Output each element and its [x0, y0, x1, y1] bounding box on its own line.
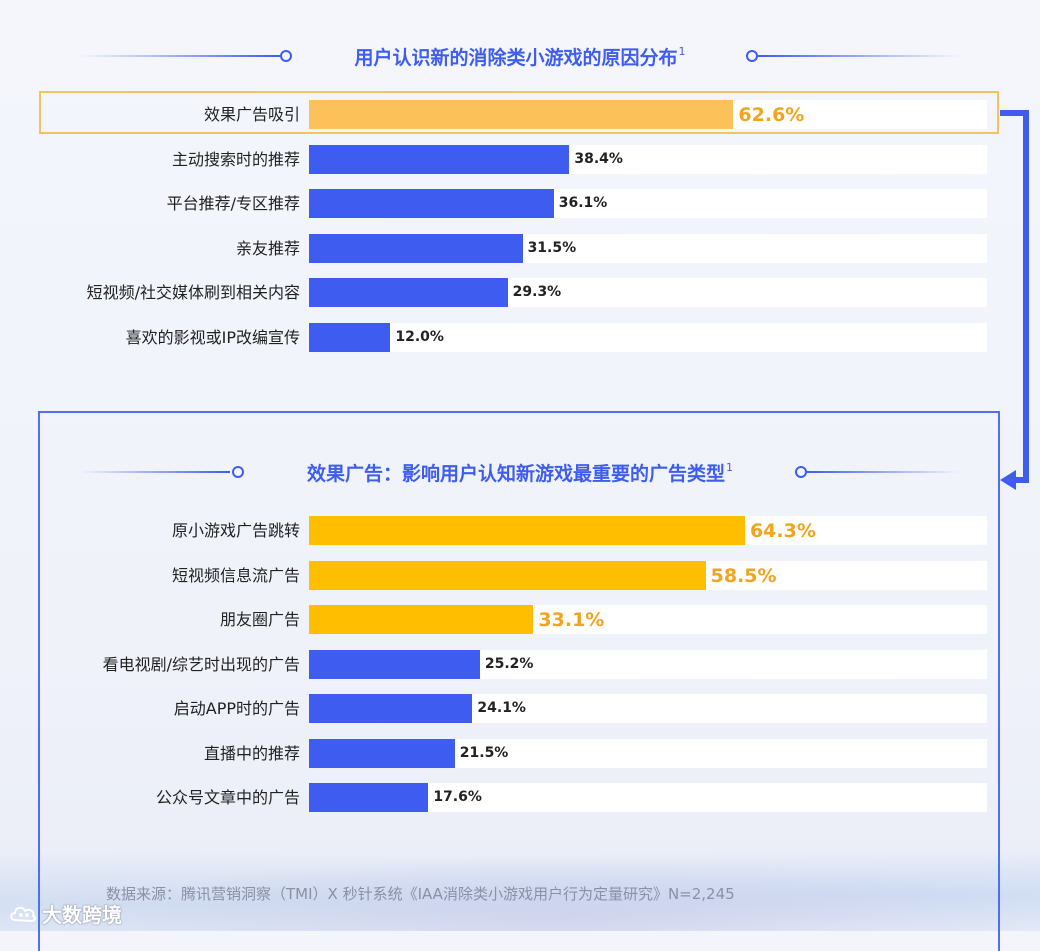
watermark: 大数跨境 — [8, 899, 122, 927]
category-label: 短视频信息流广告 — [171, 566, 300, 585]
top-item-highlight-frame — [39, 91, 999, 134]
bar — [309, 694, 473, 723]
source-note: 数据来源：腾讯营销洞察（TMI）X 秒针系统《IAA消除类小游戏用户行为定量研究… — [106, 885, 735, 903]
title-2-right-line — [807, 471, 960, 473]
category-label: 主动搜索时的推荐 — [171, 150, 300, 169]
value-label: 29.3% — [512, 284, 562, 300]
bar — [309, 605, 534, 634]
category-label: 短视频/社交媒体刷到相关内容 — [86, 283, 300, 302]
category-label: 亲友推荐 — [235, 239, 300, 258]
title-2-left-circle — [232, 466, 244, 478]
title-1-right-line — [758, 55, 960, 57]
value-label: 24.1% — [477, 700, 526, 716]
title-1-right-circle — [746, 50, 758, 62]
value-label: 17.6% — [433, 789, 482, 805]
bar — [309, 516, 745, 545]
value-label: 36.1% — [558, 195, 608, 211]
bar-track — [309, 323, 987, 352]
watermark-text: 大数跨境 — [42, 902, 122, 927]
bar — [309, 278, 508, 307]
category-label: 效果广告吸引 — [203, 105, 300, 124]
category-label: 原小游戏广告跳转 — [171, 521, 300, 540]
category-label: 平台推荐/专区推荐 — [166, 194, 300, 213]
connector-arrow — [1000, 110, 1029, 490]
bar — [309, 650, 480, 679]
category-label: 朋友圈广告 — [219, 610, 300, 629]
connector-arrow-line — [1000, 110, 1029, 483]
title-2-right-circle — [795, 466, 807, 478]
bar — [309, 100, 734, 129]
title-2-left-line — [80, 471, 230, 473]
cloud-logo-icon — [10, 906, 36, 923]
value-label: 38.4% — [574, 151, 623, 167]
category-label: 直播中的推荐 — [203, 744, 300, 763]
bottom-decoration — [0, 840, 1040, 931]
value-label: 64.3% — [749, 520, 816, 542]
category-label: 启动APP时的广告 — [173, 699, 300, 718]
bar — [309, 783, 429, 812]
title-1-left-line — [80, 55, 280, 57]
value-label: 25.2% — [484, 656, 534, 672]
value-label: 12.0% — [395, 329, 444, 345]
title-1-left-circle — [280, 50, 292, 62]
value-label: 21.5% — [459, 745, 509, 761]
bar — [309, 561, 706, 590]
bar — [309, 234, 523, 263]
value-label: 62.6% — [738, 104, 805, 126]
value-label: 33.1% — [538, 609, 605, 631]
bar — [309, 323, 391, 352]
value-label: 58.5% — [710, 565, 777, 587]
bar — [309, 189, 554, 218]
category-label: 喜欢的影视或IP改编宣传 — [125, 328, 300, 347]
bar — [309, 739, 455, 768]
category-label: 看电视剧/综艺时出现的广告 — [102, 655, 300, 674]
category-label: 公众号文章中的广告 — [155, 788, 300, 807]
ad-type-panel — [38, 411, 1000, 951]
chart-2-title: 效果广告：影响用户认知新游戏最重要的广告类型1 — [306, 461, 733, 485]
value-label: 31.5% — [527, 240, 577, 256]
connector-arrow-head-icon — [1000, 470, 1016, 490]
bar — [309, 145, 570, 174]
chart-1-title: 用户认识新的消除类小游戏的原因分布1 — [354, 45, 686, 69]
